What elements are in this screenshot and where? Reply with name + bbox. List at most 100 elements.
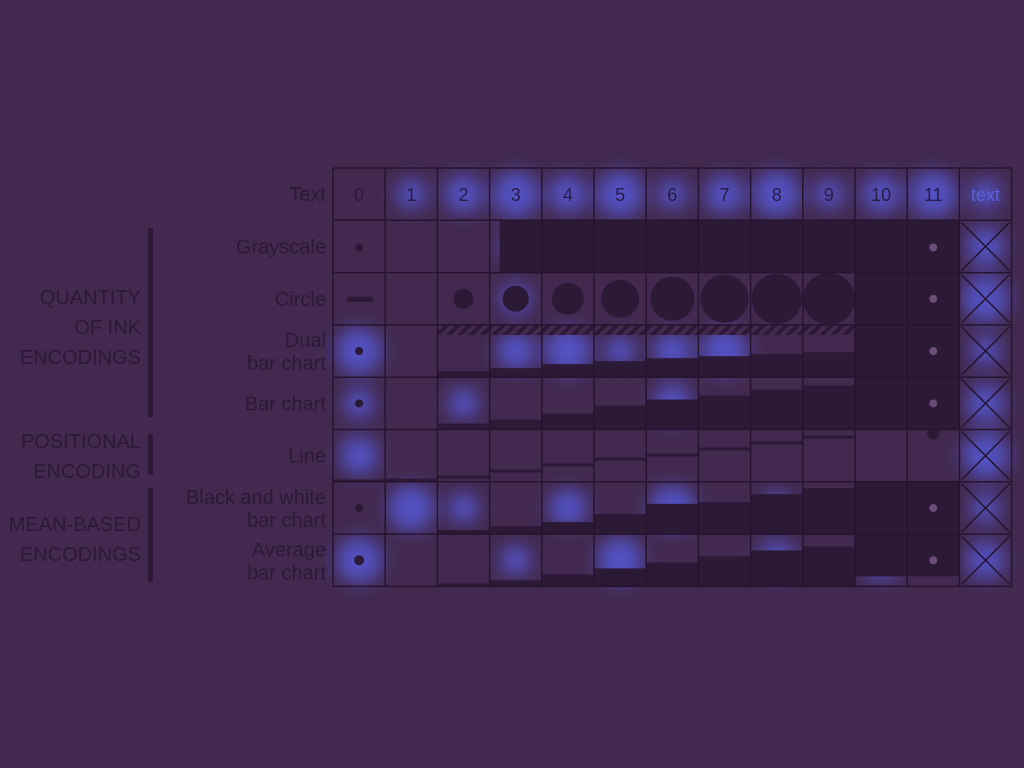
heat-spot [544, 328, 591, 375]
heat-spot [970, 179, 1001, 210]
row-label-avg-bar: bar chart [247, 562, 326, 584]
row-label-bw-bar: Black and white [186, 487, 326, 509]
group-labels: QUANTITY OF INK ENCODINGS POSITIONAL ENCODIN… [9, 228, 153, 582]
heat-spot [705, 175, 744, 214]
column-label: 1 [406, 185, 416, 205]
group-bar-mean [148, 488, 153, 582]
avg-bar-dot [354, 555, 365, 566]
heat-spot [496, 332, 535, 371]
bw-bar [437, 530, 490, 535]
avg-bar [489, 580, 542, 587]
circle-mark [700, 274, 749, 323]
bar-chart-bar [489, 419, 542, 430]
avg-bar-dot [929, 556, 938, 565]
grid-lines [332, 167, 1013, 588]
dual-bar-hatch [489, 324, 542, 335]
bw-bar [489, 526, 542, 535]
heat-spot [388, 484, 435, 531]
avg-bar [541, 574, 594, 587]
heat-spot [548, 175, 587, 214]
avg-bar [750, 550, 803, 587]
column-label: 11 [924, 185, 943, 205]
column-label: 3 [511, 185, 521, 205]
bar-chart-dot [929, 399, 938, 408]
dual-bar-dot [929, 347, 938, 356]
column-label: 8 [772, 185, 782, 205]
heat-spot [492, 171, 539, 218]
circle-mark [802, 272, 855, 325]
cross-mark [960, 378, 1011, 429]
grayscale-dot [929, 243, 938, 252]
avg-bar [698, 556, 751, 587]
circle-mark [650, 276, 695, 321]
line-mark [541, 463, 594, 467]
dual-bar-bar [698, 356, 751, 378]
bw-bar [541, 522, 594, 535]
dual-bar-hatch [750, 324, 803, 335]
heat-spot [597, 171, 644, 218]
circle-mark [751, 273, 802, 324]
group-label-positional: ENCODING [33, 461, 141, 483]
row-label-dual-bar: bar chart [247, 353, 326, 375]
dual-bar-bar [541, 364, 594, 378]
group-label-positional: POSITIONAL [21, 431, 141, 453]
row-label-avg-bar: Average [252, 539, 326, 561]
column-label: 4 [563, 185, 573, 205]
line-mark [437, 475, 490, 479]
bw-bar-dot [355, 503, 364, 512]
circle-dot [929, 294, 938, 303]
cross-mark [960, 483, 1011, 533]
cross-mark [960, 274, 1011, 324]
row-label-dual-bar: Dual [285, 330, 326, 352]
dual-bar-dot [355, 347, 364, 356]
dual-bar-bar [802, 352, 855, 378]
cross-mark [960, 326, 1011, 376]
avg-bar [437, 583, 490, 587]
line-dot [927, 427, 940, 440]
column-label: 2 [458, 185, 468, 205]
column-label: 6 [667, 185, 677, 205]
heat-spot [448, 492, 479, 523]
avg-bar [594, 568, 647, 587]
dual-bar-hatch [437, 324, 490, 335]
heat-spot [396, 179, 427, 210]
grayscale-fill [499, 220, 960, 273]
group-label-quantity-of-ink: OF INK [74, 317, 141, 339]
bar-chart-bar [802, 385, 855, 430]
cross-mark [960, 535, 1011, 585]
header-row-label: Text [289, 184, 326, 206]
heat-spot [548, 488, 587, 527]
group-bar-positional [148, 434, 153, 475]
column-label: 5 [615, 185, 625, 205]
line-mark [646, 453, 699, 457]
group-label-mean-based: MEAN-BASED [9, 514, 141, 536]
line-mark [802, 435, 855, 439]
column-label: 0 [354, 185, 364, 205]
heat-spot [444, 175, 483, 214]
bar-chart-bar [594, 405, 647, 430]
heat-spot [910, 171, 957, 218]
avg-bar [646, 562, 699, 587]
heat-spot [340, 436, 379, 475]
bar-chart-bar [646, 399, 699, 430]
cross-mark [960, 221, 1011, 272]
circle-mark [502, 285, 529, 312]
row-label-bw-bar: bar chart [247, 510, 326, 532]
group-bar-quantity [148, 228, 153, 417]
circle-mark [551, 282, 584, 315]
heat-spot [753, 171, 800, 218]
heat-spot [657, 179, 688, 210]
dual-bar-bar [489, 368, 542, 378]
row-label-bar: Bar chart [245, 393, 327, 415]
heat-spot [605, 336, 636, 367]
dual-bar-hatch [802, 324, 855, 335]
dual-bar-bar [750, 354, 803, 378]
row-label-grayscale: Grayscale [236, 236, 326, 258]
circle-dash [347, 296, 373, 302]
column-label: 9 [824, 185, 834, 205]
column-label: text [971, 185, 1000, 205]
dual-bar-hatch [646, 324, 699, 335]
group-label-quantity-of-ink: QUANTITY [40, 287, 141, 309]
line-mark [333, 479, 386, 483]
